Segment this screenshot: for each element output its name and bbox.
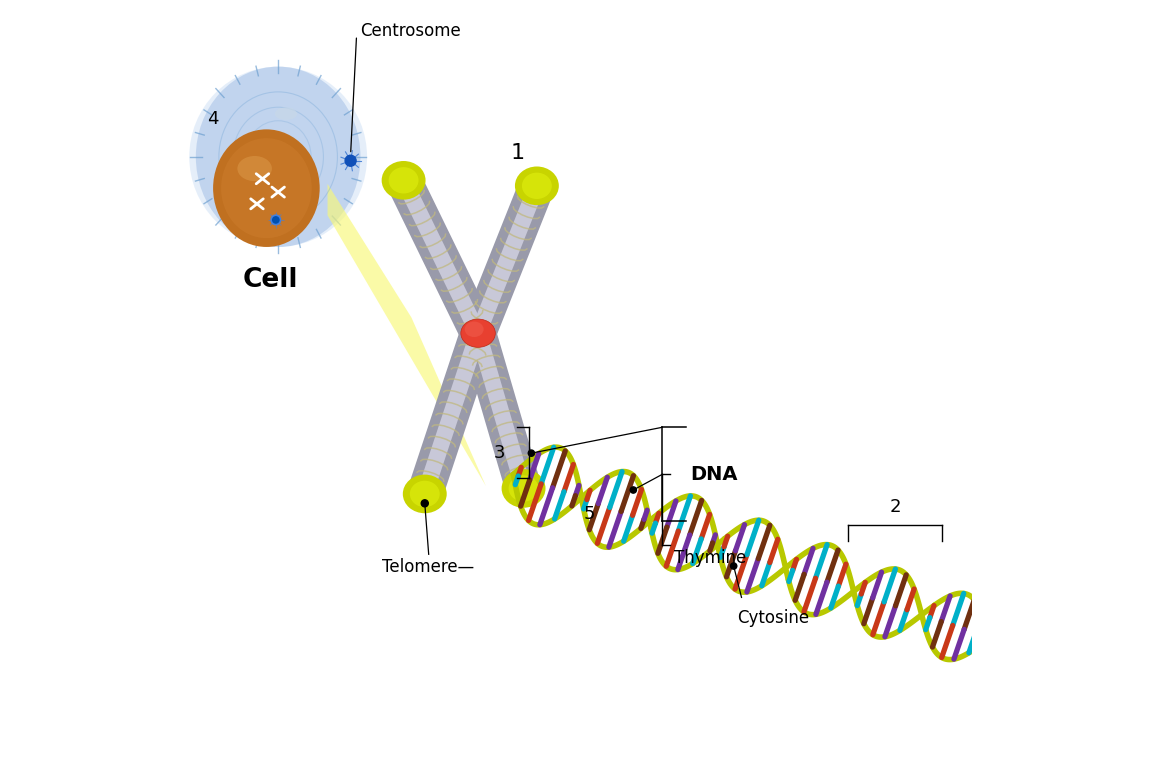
- Circle shape: [731, 563, 737, 569]
- Text: 4: 4: [208, 111, 219, 128]
- Ellipse shape: [382, 161, 426, 200]
- Ellipse shape: [275, 107, 297, 120]
- Text: 5: 5: [583, 505, 595, 522]
- Ellipse shape: [508, 475, 538, 502]
- Circle shape: [630, 487, 637, 493]
- Circle shape: [346, 155, 356, 166]
- Text: DNA: DNA: [690, 465, 738, 484]
- Circle shape: [528, 450, 535, 456]
- Text: Cell: Cell: [242, 267, 298, 292]
- Text: Thymine: Thymine: [674, 549, 746, 567]
- Ellipse shape: [189, 67, 367, 247]
- Ellipse shape: [461, 319, 495, 347]
- Text: Centrosome: Centrosome: [361, 23, 462, 40]
- Ellipse shape: [403, 474, 447, 514]
- Ellipse shape: [522, 172, 552, 199]
- Ellipse shape: [238, 156, 271, 181]
- Ellipse shape: [501, 469, 545, 508]
- Text: 3: 3: [494, 444, 506, 462]
- Circle shape: [421, 500, 428, 507]
- Polygon shape: [327, 184, 486, 486]
- Ellipse shape: [465, 321, 484, 337]
- Ellipse shape: [515, 166, 559, 205]
- Ellipse shape: [409, 481, 440, 507]
- Text: Telomere—: Telomere—: [382, 558, 474, 576]
- Text: 2: 2: [890, 498, 901, 516]
- Ellipse shape: [222, 138, 312, 238]
- Ellipse shape: [196, 67, 361, 247]
- Ellipse shape: [213, 129, 320, 247]
- Text: Cytosine: Cytosine: [738, 609, 810, 627]
- Ellipse shape: [389, 167, 419, 194]
- Text: 1: 1: [510, 143, 524, 163]
- Circle shape: [271, 216, 281, 225]
